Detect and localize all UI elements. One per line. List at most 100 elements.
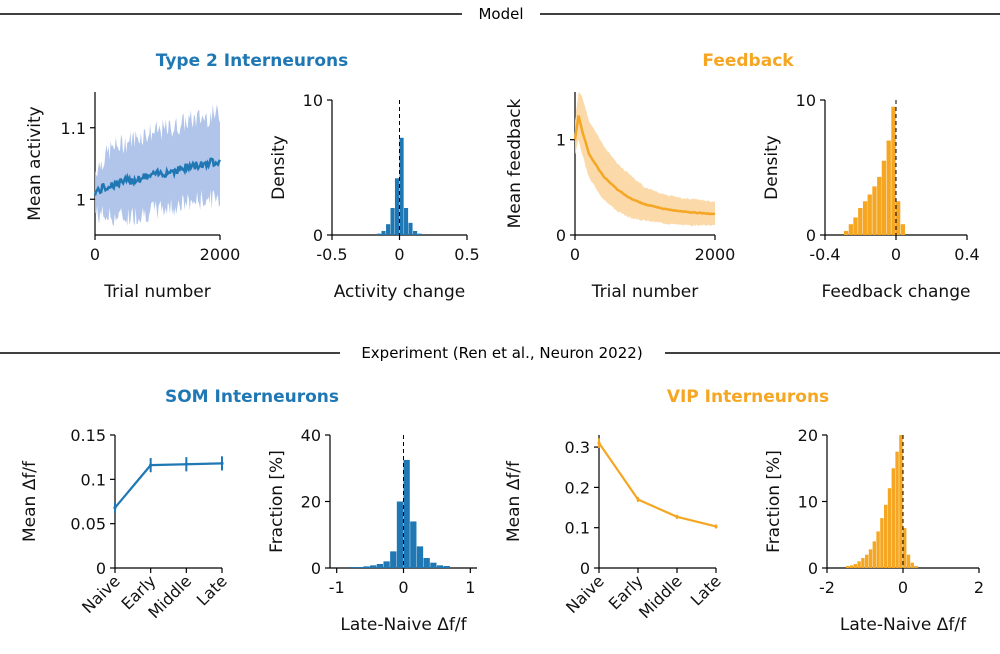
- histogram-bar: [383, 561, 390, 568]
- histogram-bar: [416, 546, 424, 568]
- x-axis-label: Trial number: [591, 282, 699, 302]
- y-tick-label: 0: [580, 559, 590, 578]
- y-tick-label: 0: [556, 226, 566, 245]
- y-tick-label: 0: [96, 559, 106, 578]
- histogram-bar: [891, 106, 896, 235]
- y-axis-label: Fraction [%]: [764, 450, 784, 553]
- y-axis-label: Density: [762, 135, 782, 200]
- title-vip-interneurons: VIP Interneurons: [667, 387, 829, 407]
- histogram-bar: [410, 521, 417, 568]
- histogram-bar: [430, 562, 437, 568]
- y-tick-label: 0.2: [565, 478, 590, 497]
- histogram-bar: [858, 208, 863, 235]
- histogram-bar: [853, 564, 857, 568]
- histogram-bar: [399, 137, 404, 235]
- histogram-bar: [872, 541, 876, 568]
- histogram-bar: [404, 208, 409, 235]
- histogram-bar: [394, 178, 400, 235]
- histogram-bar: [853, 217, 858, 235]
- histogram-bar: [849, 565, 854, 568]
- histogram-bar: [877, 176, 882, 235]
- data-point: [714, 524, 718, 529]
- histogram-bar: [390, 208, 395, 235]
- histogram-bar: [390, 551, 397, 568]
- histogram-bar: [363, 566, 370, 568]
- x-tick-label: 0: [394, 245, 404, 264]
- x-axis-label: Late-Naive Δf/f: [840, 615, 967, 635]
- x-tick-label: -0.4: [809, 245, 840, 264]
- x-tick-label: 0: [570, 245, 580, 264]
- y-axis-label: Mean activity: [25, 106, 45, 220]
- histogram-bar: [861, 558, 865, 568]
- x-tick-label: 0.4: [954, 245, 979, 264]
- mean-line: [598, 442, 717, 528]
- title-feedback: Feedback: [702, 51, 794, 71]
- x-tick-label: 0.5: [454, 245, 479, 264]
- histogram-bar: [895, 451, 899, 568]
- histogram-bar: [403, 459, 410, 568]
- histogram-bar: [408, 222, 413, 235]
- data-point: [184, 462, 188, 466]
- y-axis-label: Mean feedback: [505, 98, 525, 228]
- x-tick-label: 0: [898, 578, 908, 597]
- y-tick-label: 20: [798, 426, 818, 445]
- x-tick-label: 2000: [200, 245, 241, 264]
- x-tick-label: 0: [891, 245, 901, 264]
- y-axis-label: Fraction [%]: [267, 450, 287, 553]
- histogram-bar: [843, 230, 849, 235]
- y-tick-label: 10: [796, 91, 816, 110]
- y-axis-label: Mean Δf/f: [504, 460, 524, 542]
- histogram-bar: [910, 562, 914, 568]
- title-som-interneurons: SOM Interneurons: [165, 387, 339, 407]
- section-title-experiment: Experiment (Ren et al., Neuron 2022): [361, 344, 642, 362]
- histogram-bar: [876, 531, 880, 568]
- data-point: [675, 515, 679, 519]
- histogram-bar: [443, 566, 450, 568]
- y-tick-label: 20: [301, 493, 321, 512]
- data-point: [149, 463, 153, 467]
- mean-trace-line: [573, 115, 716, 216]
- data-point: [597, 441, 601, 445]
- histogram-bar: [891, 468, 895, 568]
- histogram-bar: [417, 233, 422, 235]
- histogram-bar: [895, 201, 901, 235]
- histogram-bar: [376, 564, 384, 568]
- histogram-bar: [914, 566, 918, 568]
- histogram-bar: [886, 140, 891, 235]
- y-axis-label: Density: [269, 135, 289, 200]
- histogram-bar: [884, 504, 888, 568]
- x-axis-label: Activity change: [334, 282, 466, 302]
- chart-som_hist: 0 20 40 -1 0 1 Late-Naive Δf/f Fraction [%]: [267, 426, 477, 635]
- histogram-bar: [846, 566, 850, 568]
- x-axis-label: Trial number: [103, 282, 211, 302]
- y-tick-label: 0: [311, 559, 321, 578]
- histogram-bar: [436, 565, 444, 568]
- y-tick-label: 0: [808, 559, 818, 578]
- histogram-bar: [413, 230, 418, 235]
- x-tick-label: 0: [90, 245, 100, 264]
- y-tick-label: 0: [313, 226, 323, 245]
- x-tick-label: Naive: [78, 571, 124, 617]
- y-tick-label: 10: [303, 91, 323, 110]
- x-tick-label: -1: [329, 578, 345, 597]
- histogram-bar: [906, 554, 911, 568]
- histogram-bar: [862, 201, 868, 235]
- x-tick-label: -0.5: [316, 245, 347, 264]
- x-axis-label: Late-Naive Δf/f: [340, 615, 467, 635]
- x-tick-label: Naive: [562, 571, 608, 617]
- x-tick-label: -2: [819, 578, 835, 597]
- chart-feedback_trace: 0 1 0 2000 Trial number Mean feedback: [505, 92, 735, 302]
- histogram-bar: [377, 233, 382, 235]
- confidence-band: [95, 104, 220, 226]
- y-tick-label: 0.15: [70, 426, 106, 445]
- y-tick-label: 40: [301, 426, 321, 445]
- histogram-bar: [903, 528, 907, 568]
- histogram-bar: [872, 186, 877, 235]
- histogram-bar: [881, 160, 887, 235]
- y-tick-label: 0.1: [565, 519, 590, 538]
